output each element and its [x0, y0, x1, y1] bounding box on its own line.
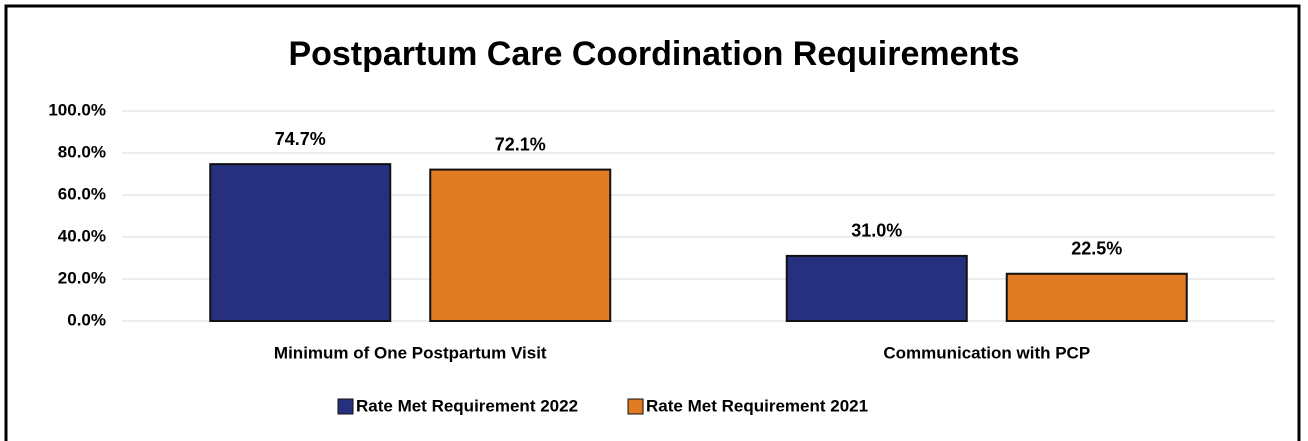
bar [1005, 272, 1188, 322]
bar [785, 254, 968, 322]
data-label: 74.7% [275, 129, 326, 149]
y-tick-label: 40.0% [58, 226, 106, 245]
data-label: 72.1% [495, 134, 546, 154]
y-tick-label: 60.0% [58, 184, 106, 203]
bar [209, 163, 392, 322]
data-label: 31.0% [851, 221, 902, 241]
chart-title: Postpartum Care Coordination Requirement… [288, 35, 1019, 73]
x-tick-label: Minimum of One Postpartum Visit [274, 343, 547, 362]
bar [429, 168, 612, 322]
data-label: 22.5% [1071, 239, 1122, 259]
legend-swatch [337, 398, 354, 415]
y-tick-label: 80.0% [58, 142, 106, 161]
x-tick-label: Communication with PCP [883, 343, 1090, 362]
legend-label: Rate Met Requirement 2022 [356, 396, 578, 415]
legend-label: Rate Met Requirement 2021 [646, 396, 868, 415]
legend-swatch [627, 398, 644, 415]
y-tick-label: 0.0% [67, 310, 106, 329]
y-tick-label: 20.0% [58, 268, 106, 287]
y-tick-label: 100.0% [48, 100, 106, 119]
